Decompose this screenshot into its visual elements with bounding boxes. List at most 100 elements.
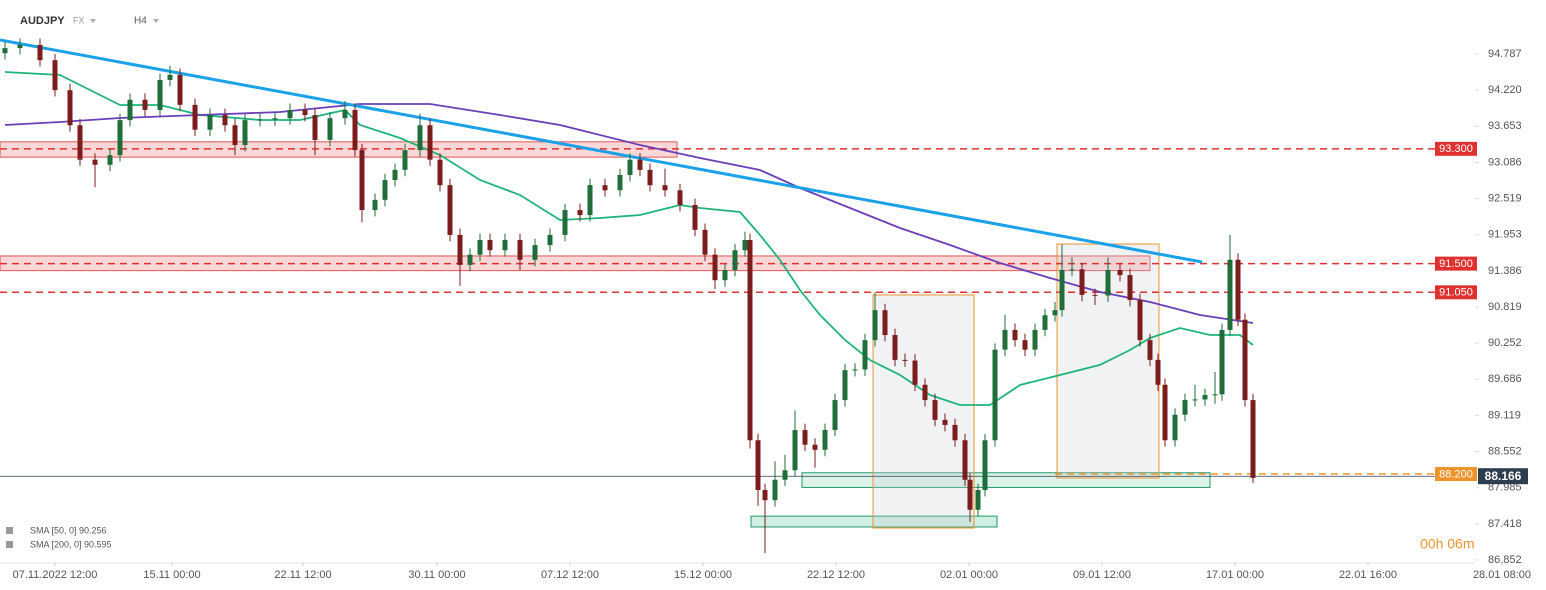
candle-body xyxy=(467,254,473,265)
candle-body xyxy=(577,210,583,216)
candle-body xyxy=(1202,394,1208,400)
candle-body xyxy=(772,479,778,501)
candle-body xyxy=(862,340,868,370)
candle-body xyxy=(207,115,213,130)
y-tick-label: 90.819 xyxy=(1488,301,1522,313)
candle-body xyxy=(627,159,633,175)
candle-body xyxy=(1032,329,1038,350)
candle-body xyxy=(417,125,423,151)
symbol[interactable]: AUDJPY xyxy=(20,15,65,27)
market: FX xyxy=(73,15,85,25)
candle-body xyxy=(1147,340,1153,360)
candle-body xyxy=(37,44,43,61)
x-tick-label: 15.12 00:00 xyxy=(674,569,732,581)
level-label: 91.050 xyxy=(1439,287,1473,299)
candle-body xyxy=(812,444,818,450)
x-tick-label: 22.12 12:00 xyxy=(807,569,865,581)
candle-body xyxy=(1052,310,1058,316)
candle-body xyxy=(327,118,333,140)
candle-body xyxy=(517,240,523,260)
candle-body xyxy=(547,234,553,246)
trendline xyxy=(0,38,1203,264)
candle-body xyxy=(902,359,908,361)
candle-body xyxy=(802,430,808,445)
candle-body xyxy=(892,335,898,360)
candle-body xyxy=(1105,269,1111,296)
level-label-box xyxy=(1435,467,1477,482)
candle-body xyxy=(962,440,968,480)
legend-icon xyxy=(6,541,13,548)
y-tick-label: 94.220 xyxy=(1488,84,1522,96)
y-tick-label: 91.953 xyxy=(1488,229,1522,241)
candle-body xyxy=(502,240,508,251)
x-tick-label: 22.11 12:00 xyxy=(274,569,331,581)
candle-body xyxy=(982,440,988,490)
candle-body xyxy=(402,150,408,170)
candle-body xyxy=(922,384,928,401)
x-tick-label: 15.11 00:00 xyxy=(143,569,200,581)
candle-body xyxy=(1042,315,1048,330)
x-tick-label: 07.11.2022 12:00 xyxy=(13,569,98,581)
y-tick-label: 91.386 xyxy=(1488,265,1522,277)
candle-body xyxy=(92,159,98,165)
candle-body xyxy=(17,44,23,49)
candle-body xyxy=(1079,269,1085,295)
x-tick-label: 02.01 00:00 xyxy=(940,569,998,581)
candle-body xyxy=(822,430,828,450)
candle-body xyxy=(1219,329,1225,395)
candle-body xyxy=(457,234,463,265)
candle-body xyxy=(287,109,293,119)
candle-body xyxy=(1235,259,1241,320)
candle-body xyxy=(1227,259,1233,330)
dropdown-caret[interactable] xyxy=(90,19,96,23)
candle-body xyxy=(755,440,761,490)
candle-body xyxy=(352,109,358,151)
candle-body xyxy=(702,229,708,255)
candle-body xyxy=(562,210,568,235)
candle-body xyxy=(52,60,58,91)
x-tick-label: 28.01 08:00 xyxy=(1473,569,1531,581)
level-label-box xyxy=(1435,285,1477,300)
candle-body xyxy=(77,125,83,160)
candle-body xyxy=(617,174,623,191)
candle-body xyxy=(967,479,973,510)
candle-body xyxy=(1059,269,1065,311)
candle-body xyxy=(1182,400,1188,415)
countdown: 00h 06m xyxy=(1420,536,1474,552)
interval[interactable]: H4 xyxy=(134,16,147,27)
candle-body xyxy=(677,190,683,205)
candle-body xyxy=(222,115,228,126)
candle-body xyxy=(437,159,443,186)
zone xyxy=(750,515,998,528)
candle-body xyxy=(1212,394,1218,396)
candle-body xyxy=(1242,319,1248,401)
level-label-box xyxy=(1435,256,1477,271)
y-tick-label: 90.252 xyxy=(1488,337,1522,349)
current-price-label: 88.166 xyxy=(1485,469,1522,483)
candle-body xyxy=(2,48,8,54)
candle-body xyxy=(647,169,653,186)
candle-body xyxy=(792,430,798,471)
y-tick-label: 94.787 xyxy=(1488,48,1522,60)
candle-body xyxy=(177,74,183,105)
candle-body xyxy=(832,400,838,431)
y-tick-label: 86.852 xyxy=(1488,554,1522,566)
candle-body xyxy=(912,360,918,385)
candle-body xyxy=(662,185,668,191)
candle-body xyxy=(637,159,643,170)
candle-body xyxy=(1069,269,1075,271)
current-price-box xyxy=(1478,468,1528,485)
candle-body xyxy=(142,99,148,110)
candle-body xyxy=(1002,329,1008,350)
candle-body xyxy=(127,99,133,121)
y-tick-label: 93.086 xyxy=(1488,156,1522,168)
candle-body xyxy=(882,310,888,336)
dropdown-caret[interactable] xyxy=(153,19,159,23)
candle-body xyxy=(1250,400,1256,478)
legend-label: SMA [50, 0] 90.256 xyxy=(30,525,107,535)
candle-body xyxy=(67,90,73,126)
candle-body xyxy=(722,269,728,281)
candle-body xyxy=(107,155,113,165)
candle-body xyxy=(1127,275,1133,300)
